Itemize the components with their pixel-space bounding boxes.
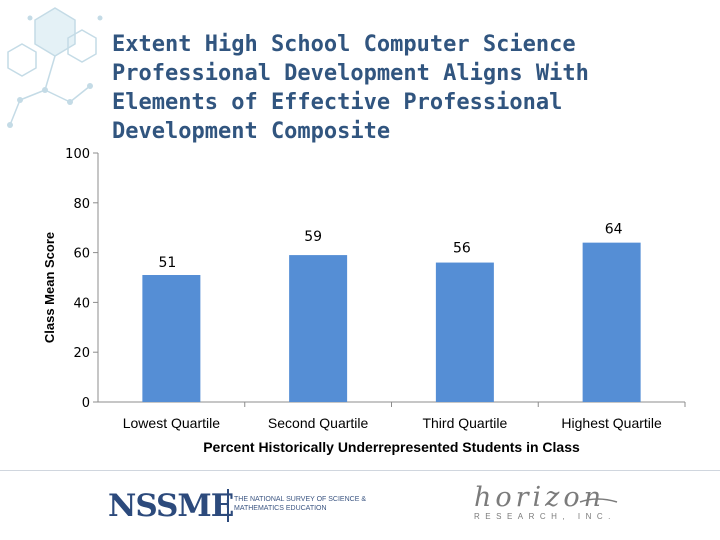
bar: [582, 242, 641, 402]
nssme-logo-tagline: The National Survey of Science & Mathema…: [234, 496, 366, 512]
bar-chart: 0 20 40 60 80 100 51 Lowest Quartile 59 Second Qu…: [42, 147, 686, 455]
x-tick-label: Third Quartile: [422, 415, 507, 431]
bar: [435, 262, 494, 402]
footer-divider: [0, 470, 720, 471]
y-tick-label: 0: [82, 396, 90, 411]
bar: [289, 255, 348, 402]
horizon-research-logo: horizon RESEARCH, INC.: [462, 482, 622, 528]
x-tick-label: Second Quartile: [268, 415, 369, 431]
y-tick-label: 40: [73, 296, 90, 311]
y-tick-label: 80: [73, 197, 90, 212]
horizon-logo-tagline: RESEARCH, INC.: [474, 512, 616, 521]
nssme-logo-divider: [227, 489, 229, 522]
horizon-logo-word: horizon: [474, 482, 606, 513]
bar-data-label: 64: [605, 222, 623, 238]
y-tick-label: 100: [65, 147, 90, 162]
chart-title-line: Extent High School Computer Science: [112, 32, 576, 57]
bar-data-label: 56: [453, 241, 471, 257]
horizon-logo-swoosh: [579, 498, 618, 503]
y-axis-title: Class Mean Score: [42, 232, 57, 343]
bar-data-label: 51: [158, 255, 176, 271]
chart-title-line: Elements of Effective Professional: [112, 90, 563, 115]
x-axis-title: Percent Historically Underrepresented St…: [203, 439, 580, 455]
chart-title-line: Professional Development Aligns With: [112, 61, 589, 86]
chart-title: Extent High School Computer Science Prof…: [112, 30, 692, 146]
y-tick-label: 60: [73, 247, 90, 262]
y-tick-label: 20: [73, 346, 90, 361]
hexagon-network-decoration: [7, 7, 103, 128]
x-tick-label: Lowest Quartile: [123, 415, 220, 431]
bar-data-label: 59: [304, 229, 322, 245]
chart-title-line: Development Composite: [112, 119, 391, 144]
bar: [142, 275, 201, 402]
nssme-logo-word: NSSME: [108, 488, 234, 524]
x-tick-label: Highest Quartile: [561, 415, 662, 431]
